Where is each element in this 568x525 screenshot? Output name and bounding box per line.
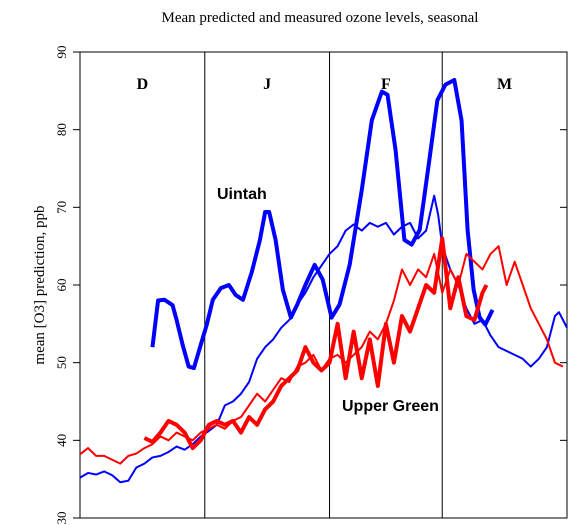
y-tick-label: 60 (54, 279, 69, 292)
month-label: J (263, 76, 271, 93)
month-label: F (381, 76, 391, 93)
month-label: M (497, 76, 512, 93)
series-line (79, 194, 568, 484)
annotation: Upper Green (342, 398, 439, 415)
series-line (143, 236, 489, 451)
series-line (150, 77, 495, 371)
y-tick-label: 80 (54, 123, 69, 136)
y-tick-label: 30 (54, 512, 69, 525)
y-tick-label: 40 (54, 434, 69, 447)
annotation: Uintah (217, 186, 267, 203)
y-tick-label: 70 (54, 201, 69, 214)
month-label: D (137, 76, 149, 93)
y-tick-label: 50 (54, 356, 69, 369)
y-axis-label: mean [O3] prediction, ppb (32, 205, 48, 364)
y-tick-label: 90 (54, 46, 69, 59)
chart-title: Mean predicted and measured ozone levels… (162, 10, 479, 26)
